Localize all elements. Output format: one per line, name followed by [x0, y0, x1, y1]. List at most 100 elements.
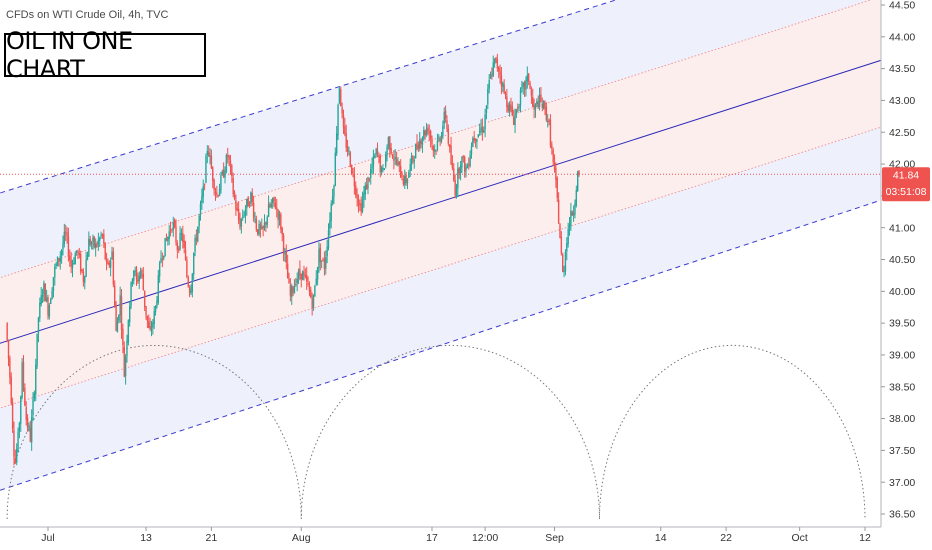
candle-body-61 [89, 238, 91, 245]
candle-body-315 [435, 150, 437, 152]
price-tick-label-0: 44.50 [889, 0, 915, 12]
candle-body-251 [348, 150, 350, 152]
candle-body-161 [225, 154, 228, 172]
candle-body-249 [345, 133, 347, 148]
candle-body-180 [251, 193, 253, 202]
candle-body-274 [379, 156, 381, 173]
candle-body-344 [474, 138, 477, 142]
candle-body-307 [424, 130, 426, 136]
candle-body-141 [198, 215, 200, 227]
candle-body-4 [11, 402, 14, 429]
candle-body-216 [300, 273, 302, 280]
candle-body-7 [15, 449, 18, 463]
candle-body-187 [261, 226, 263, 229]
price-tick-label-3: 43.00 [889, 95, 915, 107]
candle-body-129 [182, 233, 184, 242]
candle-body-294 [406, 178, 409, 184]
candle-body-204 [284, 252, 286, 254]
time-axis[interactable] [0, 527, 932, 550]
candle-body-124 [175, 226, 177, 243]
candle-body-347 [478, 130, 481, 133]
candle-body-210 [292, 287, 294, 292]
candle-body-170 [237, 208, 240, 221]
candle-body-352 [485, 105, 488, 113]
candle-body-87 [124, 356, 127, 377]
candle-body-235 [326, 246, 328, 257]
candle-body-304 [420, 141, 422, 144]
candle-body-369 [508, 104, 511, 112]
candle-body-137 [192, 252, 195, 275]
candle-body-182 [254, 217, 256, 219]
candle-body-175 [244, 209, 247, 216]
candle-body-169 [236, 208, 238, 211]
candle-body-16 [28, 426, 30, 428]
candle-body-327 [451, 162, 454, 168]
candle-body-419 [576, 171, 579, 191]
candle-body-282 [390, 148, 392, 154]
candle-body-340 [469, 154, 471, 167]
candle-body-127 [179, 232, 181, 249]
candle-body-420 [578, 171, 580, 175]
candle-body-149 [209, 155, 211, 158]
candle-body-246 [341, 107, 343, 114]
candle-body-295 [408, 172, 410, 178]
candle-body-349 [481, 126, 484, 133]
candle-body-40 [60, 249, 63, 256]
candle-body-299 [413, 159, 415, 162]
candle-body-164 [229, 160, 232, 167]
candle-body-118 [167, 237, 169, 242]
candle-body-177 [247, 197, 249, 207]
price-axis[interactable] [881, 0, 932, 550]
candle-body-168 [235, 200, 237, 210]
candle-body-115 [163, 255, 165, 259]
candle-body-195 [271, 198, 274, 204]
candle-body-253 [350, 165, 353, 174]
candle-body-371 [511, 106, 514, 116]
candle-body-37 [56, 257, 59, 266]
candle-body-121 [171, 229, 173, 231]
candle-body-43 [65, 231, 67, 233]
candle-body-190 [265, 222, 267, 225]
candle-body-186 [259, 224, 262, 229]
candle-body-156 [218, 189, 221, 197]
candle-body-306 [423, 129, 425, 139]
candle-body-418 [575, 190, 578, 206]
candle-body-359 [495, 57, 497, 61]
price-tick-label-14: 37.50 [889, 445, 915, 457]
candle-body-368 [507, 105, 509, 112]
candle-body-416 [572, 213, 575, 216]
candle-body-354 [488, 79, 490, 89]
candle-body-29 [45, 297, 48, 302]
candle-body-286 [395, 159, 398, 165]
candle-body-365 [503, 84, 505, 94]
candle-body-189 [263, 222, 266, 228]
candle-body-262 [363, 192, 365, 200]
candle-body-50 [74, 254, 76, 265]
price-tick-label-11: 39.00 [889, 350, 915, 362]
candle-body-45 [67, 236, 70, 257]
candle-body-171 [239, 220, 241, 228]
candle-body-406 [559, 224, 561, 239]
candle-body-51 [75, 250, 78, 253]
price-tick-label-13: 38.00 [889, 413, 915, 425]
candles [6, 53, 580, 466]
time-tick-label-5: 12:00 [472, 532, 498, 544]
candle-body-202 [281, 227, 283, 235]
time-tick-label-10: 12 [859, 532, 871, 544]
candle-body-300 [414, 144, 417, 159]
candle-body-311 [429, 130, 432, 139]
candle-body-138 [194, 237, 196, 252]
candle-body-287 [397, 163, 399, 166]
candle-body-19 [32, 398, 34, 416]
time-tick-label-7: 14 [655, 532, 667, 544]
candle-body-243 [337, 104, 339, 136]
candle-body-277 [383, 168, 386, 170]
candle-body-386 [532, 97, 534, 107]
candle-body-88 [126, 340, 128, 357]
candle-body-254 [352, 172, 354, 174]
candle-body-284 [393, 158, 395, 161]
candle-body-273 [378, 155, 380, 157]
candle-body-389 [536, 101, 538, 105]
candle-body-346 [477, 134, 479, 138]
